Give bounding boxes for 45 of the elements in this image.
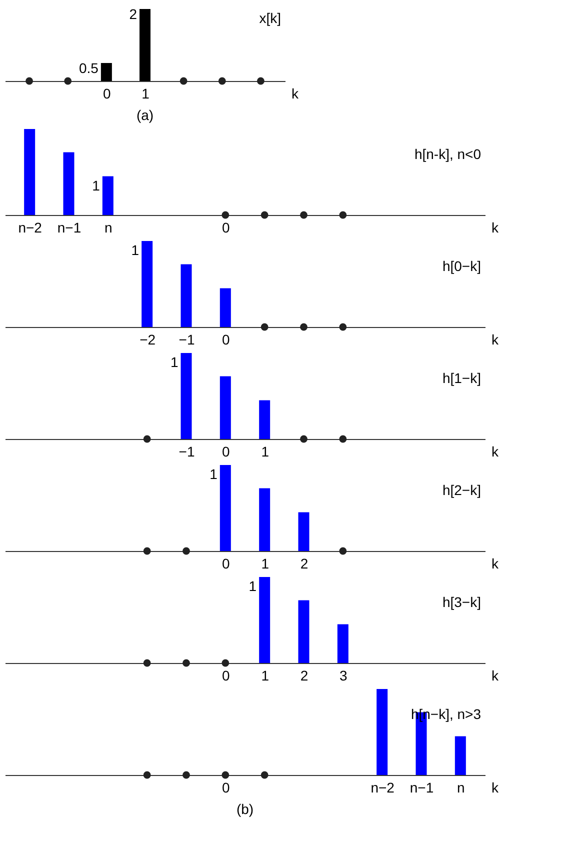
x-axis-title: k <box>492 220 500 236</box>
x-tick-label: 1 <box>261 668 270 684</box>
x-tick-label: −2 <box>140 332 156 348</box>
x-axis-title: k <box>492 444 500 460</box>
x-tick-label: n <box>104 220 112 236</box>
x-tick-label: 2 <box>300 668 308 684</box>
x-tick-label: −1 <box>178 332 195 348</box>
x-axis-title: k <box>492 332 500 348</box>
x-tick-label: 0 <box>222 556 230 572</box>
text: (b) <box>236 801 254 817</box>
x-tick-label: 2 <box>300 556 308 572</box>
annotation: 1 <box>210 466 218 482</box>
x-tick-label: 0 <box>222 668 230 684</box>
x-tick-label: 0 <box>222 444 230 460</box>
text: h[n-k], n<0 <box>414 146 482 162</box>
text: h[1−k] <box>442 370 481 386</box>
data-label: 2 <box>129 6 138 22</box>
annotation: 1 <box>92 177 100 194</box>
x-tick-label: n <box>457 780 465 796</box>
text: h[3−k] <box>442 594 481 610</box>
x-tick-label: 0 <box>103 86 112 102</box>
x-tick-label: 0 <box>222 780 230 796</box>
text: h[0−k] <box>442 258 481 274</box>
x-axis-title: k <box>492 780 500 796</box>
x-tick-label: n−2 <box>370 780 395 796</box>
annotation: 1 <box>170 354 178 370</box>
x-tick-label: 1 <box>261 444 270 460</box>
x-tick-label: 0 <box>222 220 230 236</box>
x-axis-title: k <box>292 86 300 102</box>
x-tick-label: 1 <box>261 556 270 572</box>
text: h[n−k], n>3 <box>410 706 482 722</box>
x-tick-label: n−2 <box>18 220 42 236</box>
chart-title: x[k] <box>259 10 281 26</box>
x-tick-label: −1 <box>178 444 195 460</box>
x-axis-title: k <box>492 556 500 572</box>
x-tick-label: 3 <box>340 668 348 684</box>
x-tick-label: n−1 <box>57 220 82 236</box>
annotation: 1 <box>248 578 257 594</box>
text: (a) <box>136 107 154 123</box>
text: h[2−k] <box>442 482 481 498</box>
x-tick-label: n−1 <box>410 780 434 796</box>
data-label: 0.5 <box>78 60 99 76</box>
annotation: 1 <box>131 242 140 258</box>
x-axis-title: k <box>492 668 500 684</box>
x-tick-label: 0 <box>222 332 230 348</box>
